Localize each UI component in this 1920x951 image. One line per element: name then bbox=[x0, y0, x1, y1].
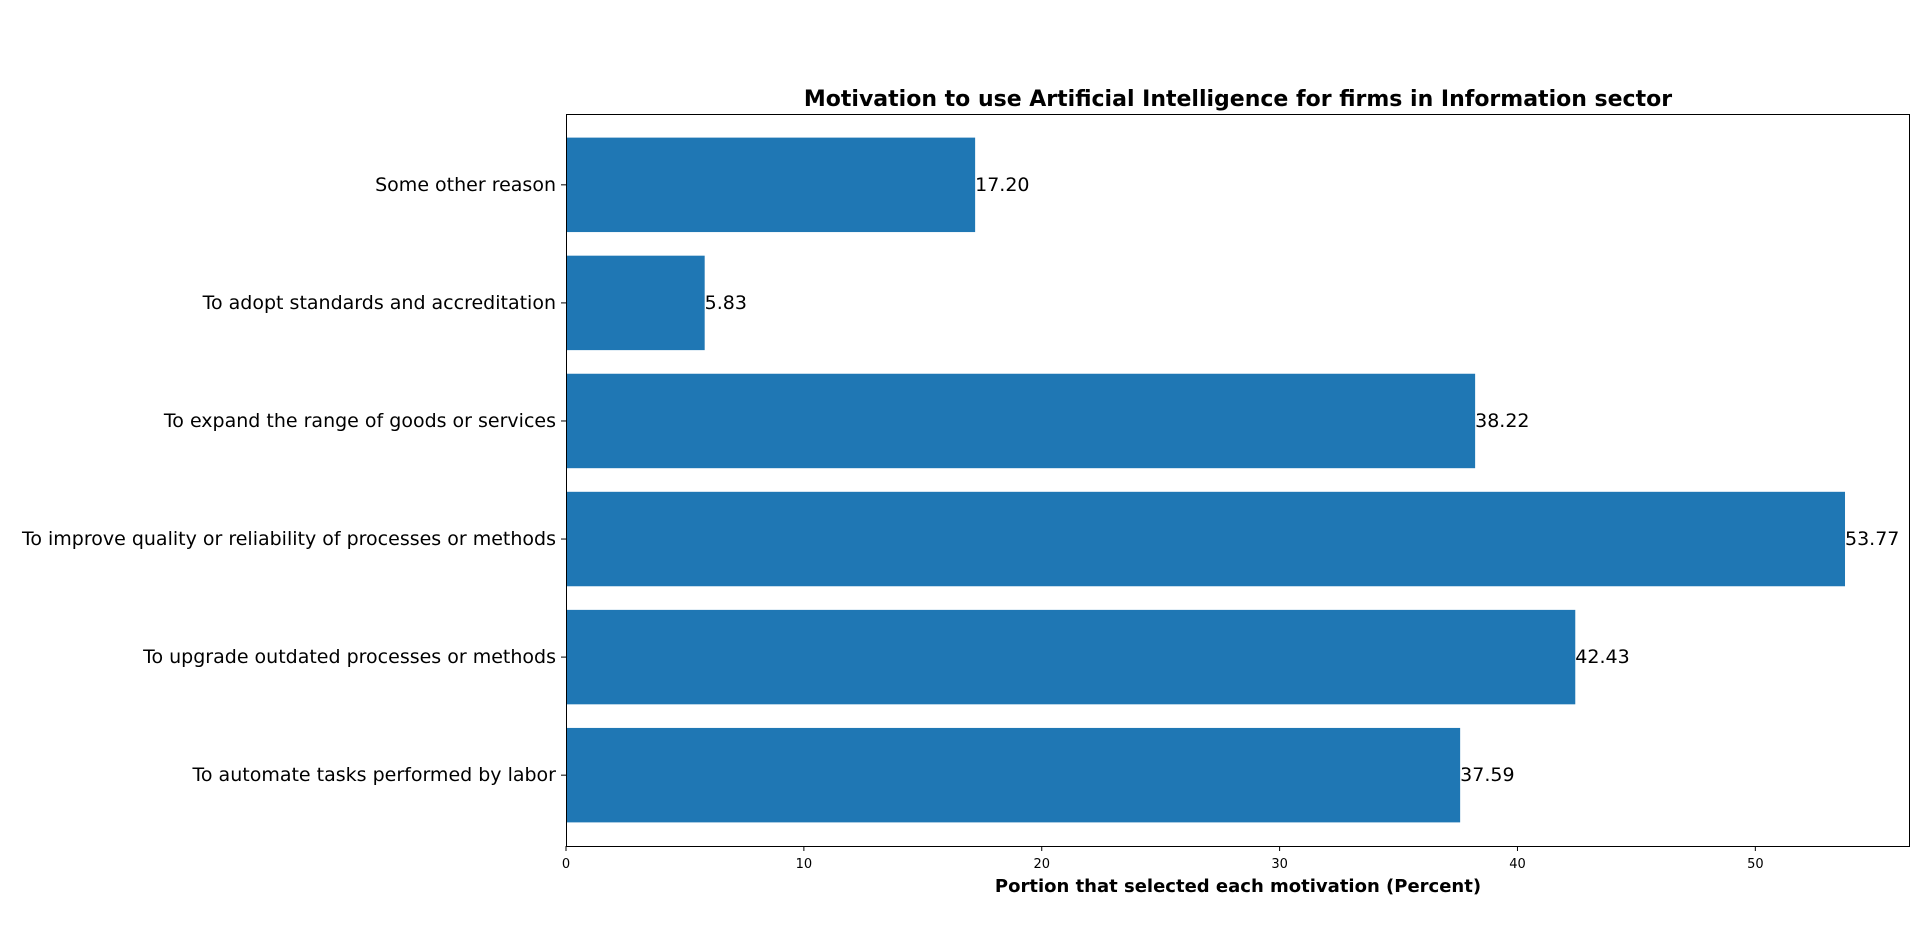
bars-layer: 37.59 42.43 53.77 38.22 5.83 17.20 bbox=[566, 137, 1899, 823]
y-tick-label: To automate tasks performed by labor bbox=[192, 764, 557, 786]
x-tick-label: 10 bbox=[796, 857, 813, 872]
y-tick-label: To improve quality or reliability of pro… bbox=[21, 528, 556, 550]
bar-to-expand-the-range-of-goods-or-services bbox=[566, 373, 1476, 469]
value-label: 17.20 bbox=[975, 174, 1029, 196]
ticks-layer: To automate tasks performed by labor To u… bbox=[21, 174, 1764, 872]
value-label: 53.77 bbox=[1845, 528, 1899, 550]
value-label: 38.22 bbox=[1475, 410, 1529, 432]
x-tick-label: 40 bbox=[1509, 857, 1526, 872]
value-label: 5.83 bbox=[705, 292, 747, 314]
value-label: 37.59 bbox=[1460, 764, 1514, 786]
y-tick-label: To adopt standards and accreditation bbox=[202, 292, 556, 314]
bar-to-automate-tasks-performed-by-labor bbox=[566, 727, 1461, 823]
bar-to-adopt-standards-and-accreditation bbox=[566, 255, 705, 351]
x-tick-label: 0 bbox=[562, 857, 570, 872]
bar-some-other-reason bbox=[566, 137, 976, 233]
value-label: 42.43 bbox=[1575, 646, 1629, 668]
bar-to-upgrade-outdated-processes-or-methods bbox=[566, 609, 1576, 705]
y-tick-label: Some other reason bbox=[375, 174, 556, 196]
axes-frame bbox=[566, 114, 1910, 847]
x-axis-label: Portion that selected each motivation (P… bbox=[995, 876, 1481, 897]
y-tick-label: To upgrade outdated processes or methods bbox=[142, 646, 556, 668]
x-tick-label: 20 bbox=[1033, 857, 1050, 872]
y-tick-label: To expand the range of goods or services bbox=[163, 410, 556, 432]
x-tick-label: 50 bbox=[1747, 857, 1764, 872]
chart-title: Motivation to use Artificial Intelligenc… bbox=[804, 87, 1672, 112]
x-tick-label: 30 bbox=[1271, 857, 1288, 872]
bar-to-improve-quality-or-reliability-of-processes-or-methods bbox=[566, 491, 1846, 587]
